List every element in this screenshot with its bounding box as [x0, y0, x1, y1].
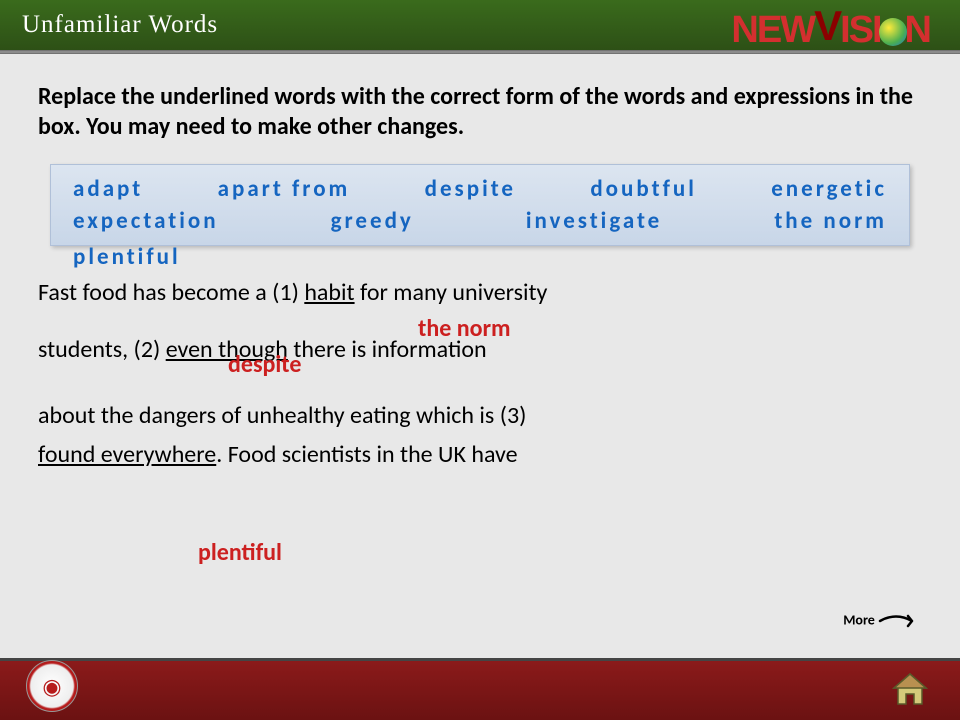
exercise-text: Fast food has become a (1) habit for man… [38, 274, 922, 474]
more-button[interactable]: More [843, 610, 922, 632]
arrow-right-icon [878, 610, 922, 632]
word-item: despite [425, 173, 516, 205]
word-item: apart from [218, 173, 351, 205]
brand-logo: NEWVISIN [731, 4, 930, 52]
content-area: Replace the underlined words with the co… [0, 54, 960, 474]
word-item: energetic [771, 173, 887, 205]
answer-2: despite [228, 346, 301, 384]
word-item: doubtful [590, 173, 697, 205]
header-bar: Unfamiliar Words NEWVISIN [0, 0, 960, 50]
word-overflow: plentiful [73, 241, 181, 273]
word-item: investigate [526, 205, 662, 237]
answer-1: the norm [418, 310, 511, 348]
blank-3: found everywhere [38, 440, 216, 469]
footer-logo-icon: ◉ [26, 660, 78, 712]
word-item: expectation [73, 205, 219, 237]
blank-1: habit [304, 278, 354, 307]
answer-3: plentiful [198, 534, 282, 572]
word-item: adapt [73, 173, 143, 205]
page-title: Unfamiliar Words [22, 11, 218, 39]
word-box: adapt apart from despite doubtful energe… [50, 164, 910, 246]
word-item: the norm [774, 205, 887, 237]
instruction-text: Replace the underlined words with the co… [38, 82, 922, 142]
word-item: greedy [331, 205, 414, 237]
footer-bar: ◉ [0, 658, 960, 720]
home-icon[interactable] [890, 672, 930, 708]
